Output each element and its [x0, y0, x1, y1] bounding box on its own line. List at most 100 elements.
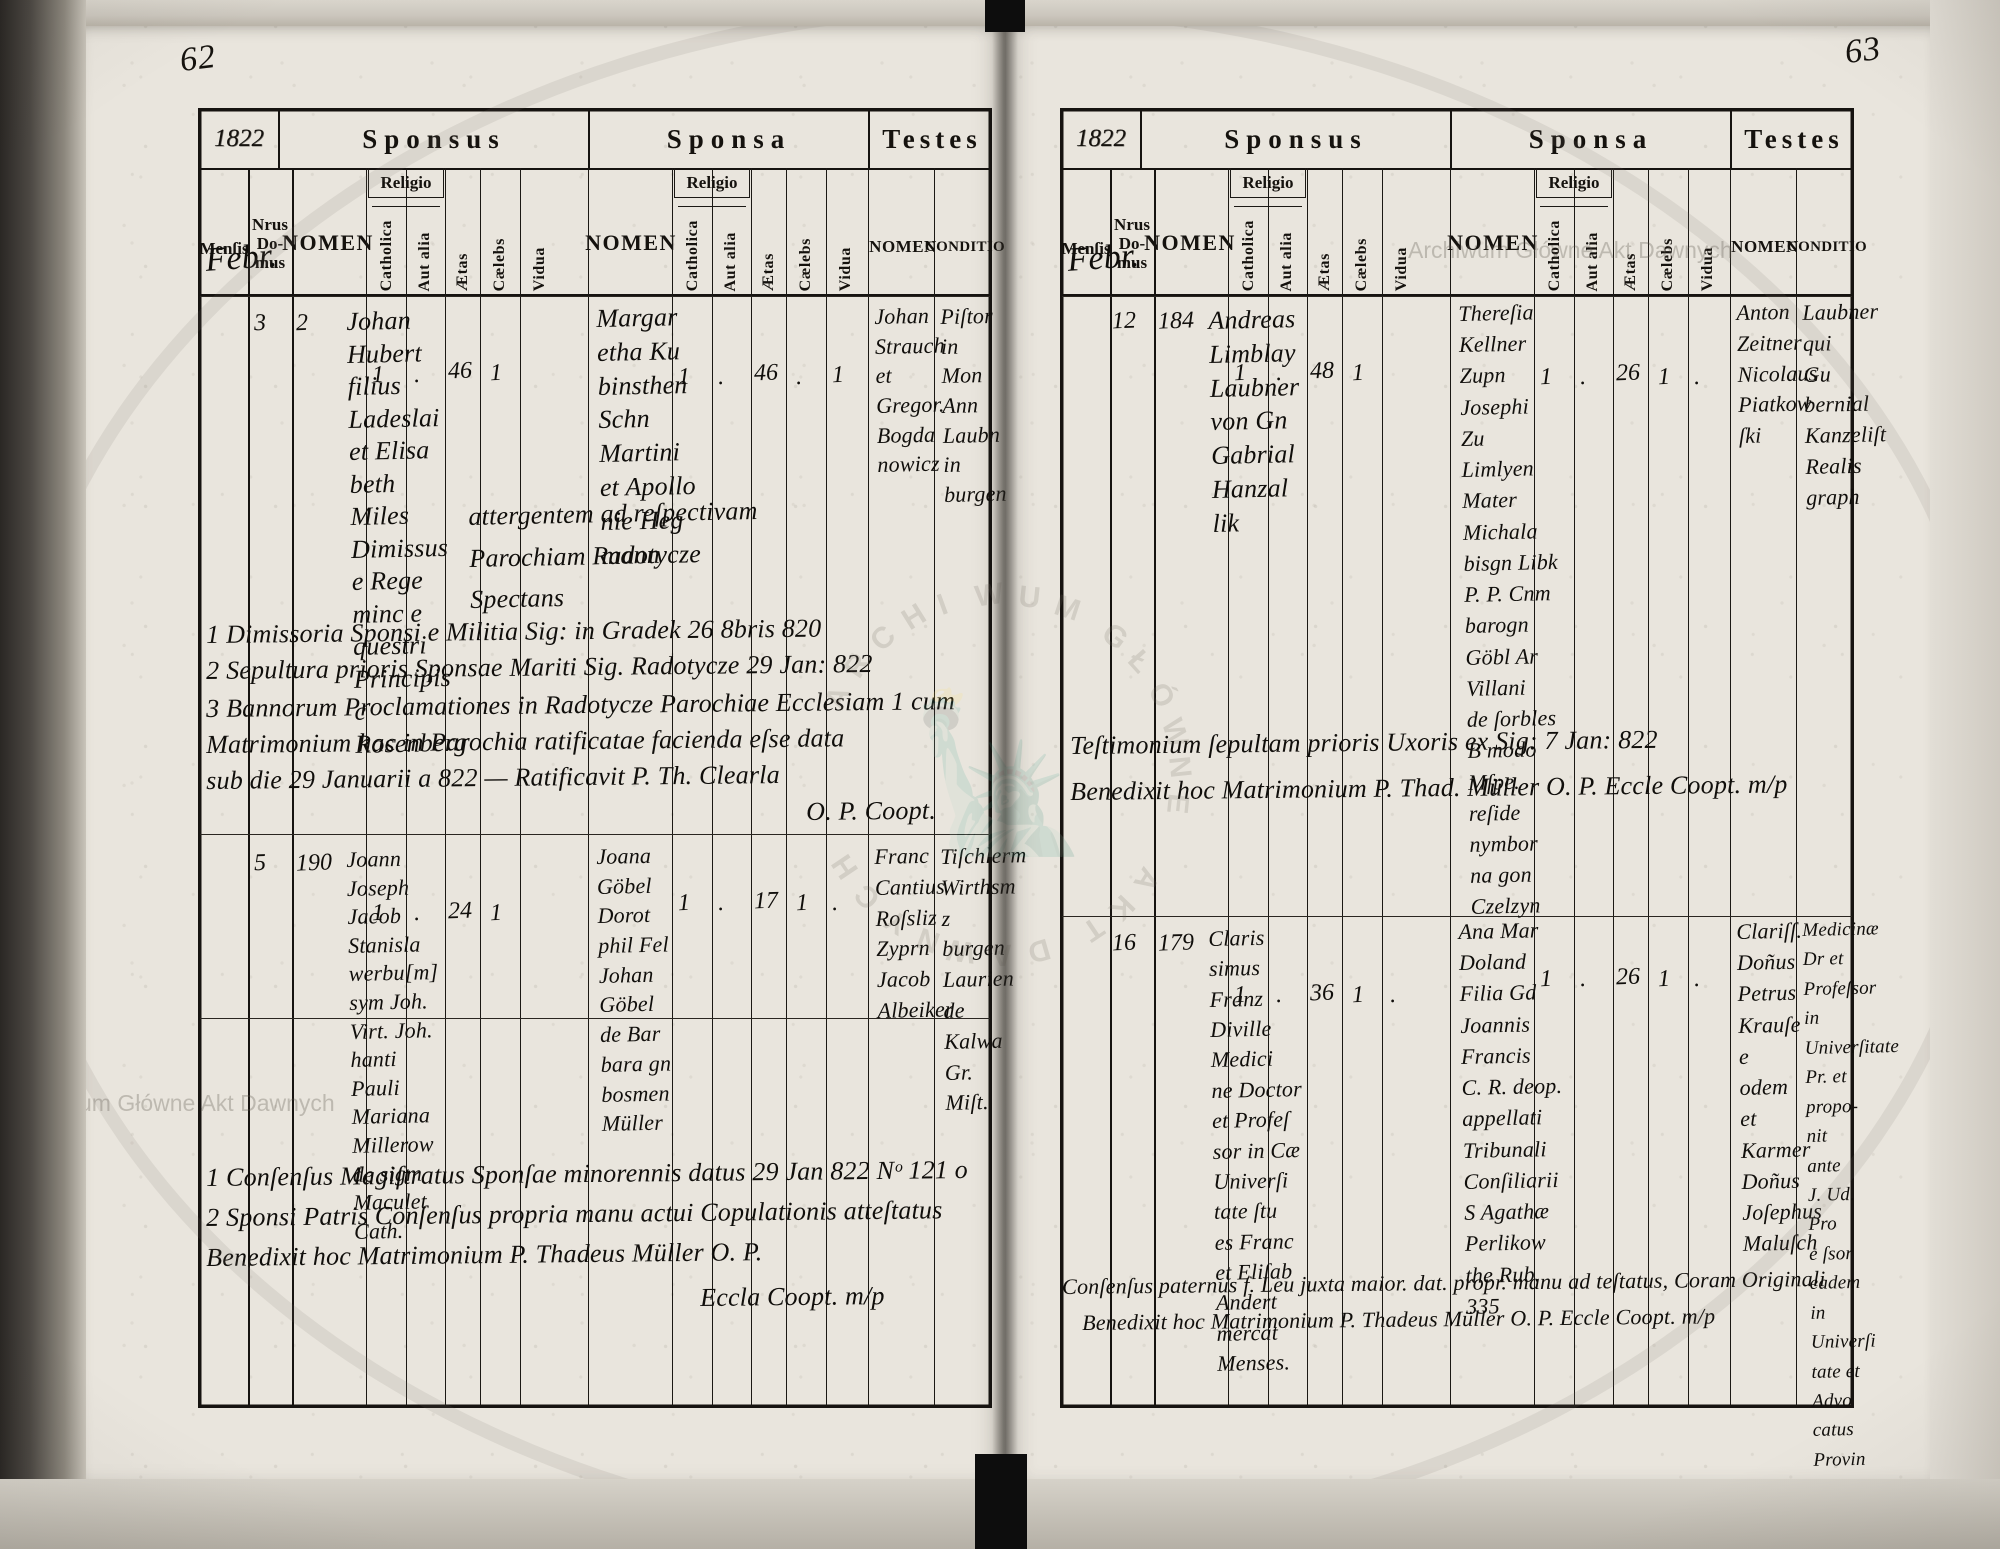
entry-sponsus-catholica-right-2: 1	[1233, 981, 1247, 1009]
col-header-sponsus-nomen-right: NOMEN	[1144, 230, 1236, 256]
col-header-sponsus-aetas-left: Ætas	[454, 253, 471, 291]
group-header-sponsa-right: Sponsa	[1452, 110, 1732, 168]
register-table-right: 1822 Sponsus Sponsa Testes Menſis Nrus D…	[1060, 108, 1899, 1500]
entry-sponsus-catholica-left-1: 1	[371, 361, 385, 389]
entry-testes-nomen-left-2: Franc Cantius Roſsliz Zyprn Jacob Albeik…	[874, 842, 954, 1023]
entry-sponsa-catholica-right-2: 1	[1539, 965, 1553, 993]
entry-sponsa-caelebs-right-1: 1	[1657, 363, 1671, 391]
book-gutter-bottom	[975, 1454, 1027, 1549]
col-header-sponsa-catholica-left: Catholica	[684, 219, 701, 291]
entry-day-right-1: 12	[1111, 307, 1137, 335]
entry-sponsa-autalia-right-2: .	[1579, 965, 1587, 993]
year-cell-right: 1822	[1062, 110, 1142, 168]
entry-sponsus-caelebs-left-2: 1	[489, 899, 503, 927]
col-header-sponsus-catholica-left: Catholica	[378, 219, 395, 291]
entry-sponsa-name-right-1: Thereſia Kellner Zupn Josephi Zu Limlyen…	[1458, 299, 1559, 920]
year-cell-left: 1822	[200, 110, 280, 168]
entry-sponsa-vidua-right-2: .	[1693, 965, 1701, 993]
entry-testes-nomen-left-1: Johan Strauch et Gregor. Bogda nowicz	[874, 302, 946, 478]
year-value-right: 1822	[1076, 125, 1126, 152]
entry-sponsus-aetas-left-2: 24	[447, 897, 473, 925]
footnote-left-6: O. P. Coopt.	[806, 795, 937, 826]
entry-sponsa-catholica-right-1: 1	[1539, 363, 1553, 391]
entry-sponsa-vidua-left-1: 1	[831, 361, 845, 389]
month-label-right: Febr.	[1066, 236, 1141, 279]
group-header-testes-right: Testes	[1744, 123, 1844, 154]
entry-sponsus-autalia-left-1: .	[413, 361, 421, 389]
col-header-sponsa-aetas-left: Ætas	[760, 253, 777, 291]
scan-edge-left	[0, 0, 86, 1549]
footnote-right-1: Teſtimonium ſepultam prioris Uxoris ex S…	[1070, 724, 1658, 760]
column-header-row-right	[1062, 168, 1852, 296]
col-header-sponsus-vidua-left: Vidua	[531, 246, 548, 291]
col-header-testes-nomen-left: NOMEN	[869, 236, 937, 256]
entry-sponsa-autalia-right-1: .	[1579, 363, 1587, 391]
entry-sponsus-catholica-right-1: 1	[1233, 359, 1247, 387]
entry-sponsa-name-right-2: Ana Mar Doland Filia Gd Joannis Francis …	[1458, 917, 1563, 1319]
entry-inline-note-left-1: attergentem ad reſpectivam Parochiam Rad…	[468, 495, 758, 615]
entry-sponsus-autalia-right-1: .	[1275, 359, 1283, 387]
col-header-mensis-right: Menſis	[1061, 238, 1111, 258]
col-header-sponsa-autalia-left: Aut alia	[722, 231, 739, 291]
entry-sponsa-aetas-left-2: 17	[753, 887, 779, 915]
entry-sponsus-aetas-right-2: 36	[1309, 979, 1335, 1007]
col-header-sponsus-caelebs-left: Cælebs	[491, 237, 508, 291]
entry-day-right-2: 16	[1111, 929, 1137, 957]
col-header-sponsa-nomen-right: NOMEN	[1447, 230, 1539, 256]
entry-house-right-2: 179	[1157, 929, 1195, 957]
entry-sponsus-autalia-right-2: .	[1275, 981, 1283, 1009]
col-header-sponsus-autalia-right: Aut alia	[1278, 231, 1295, 291]
entry-sponsa-name-left-2: Joana Göbel Dorot phil Fel Johan Göbel d…	[596, 842, 672, 1137]
entry-house-left-2: 190	[295, 849, 333, 877]
entry-sponsa-catholica-left-1: 1	[677, 363, 691, 391]
footnote2-right-1: Conſenſus paternus f. Leu juxta maior. d…	[1062, 1266, 1826, 1299]
col-header-sponsus-autalia-left: Aut alia	[416, 231, 433, 291]
left-page-leaf	[86, 26, 1006, 1481]
folio-number-right: 63	[1842, 29, 1884, 72]
group-header-row-left	[200, 110, 990, 170]
col-header-sponsa-caelebs-right: Cælebs	[1659, 237, 1676, 291]
entry-day-left-1: 3	[253, 309, 267, 337]
entry-sponsus-vidua-right-2: .	[1389, 981, 1397, 1009]
group-header-sponsus-left: Sponsus	[280, 110, 590, 168]
col-header-sponsus-caelebs-right: Cælebs	[1353, 237, 1370, 291]
footnote-left-5: sub die 29 Januarii a 822 — Ratificavit …	[206, 759, 780, 795]
col-header-nrus-domus-right: Nrus Do- mus	[1114, 214, 1150, 272]
footnote2-left-4: Eccla Coopt. m/p	[700, 1281, 885, 1312]
col-header-sponsa-nomen-left: NOMEN	[585, 230, 677, 256]
book-gutter-top	[985, 0, 1025, 32]
col-header-sponsus-vidua-right: Vidua	[1393, 246, 1410, 291]
entry-testes-nomen-right-1: Anton Zeitner Nicolaus Piatkow ſki	[1736, 298, 1818, 449]
footnote2-left-3: Benedixit hoc Matrimonium P. Thadeus Mül…	[206, 1237, 763, 1272]
entry-sponsa-aetas-right-1: 26	[1615, 359, 1641, 387]
entry-sponsa-vidua-left-2: .	[831, 889, 839, 917]
entry-house-left-1: 2	[295, 309, 309, 337]
entry-testes-nomen-right-2: Clariſſ. Doñus Petrus Krauſe e odem et K…	[1736, 917, 1823, 1257]
entry-sponsa-caelebs-left-1: .	[795, 363, 803, 391]
entry-sponsa-autalia-left-1: .	[717, 363, 725, 391]
entry-sponsa-vidua-right-1: .	[1693, 363, 1701, 391]
col-header-sponsa-caelebs-left: Cælebs	[797, 237, 814, 291]
folio-number-left: 62	[177, 37, 219, 80]
entry-sponsus-caelebs-right-2: 1	[1351, 981, 1365, 1009]
entry-sponsa-aetas-left-1: 46	[753, 359, 779, 387]
footnote2-left-1: 1 Conſenſus Magiſtratus Sponſae minorenn…	[206, 1155, 969, 1192]
entry-sponsus-catholica-left-2: 1	[371, 899, 385, 927]
footnote-right-2: Benedixit hoc Matrimonium P. Thad. Mülle…	[1070, 769, 1788, 806]
year-value-left: 1822	[214, 125, 264, 152]
entry-sponsa-caelebs-right-2: 1	[1657, 965, 1671, 993]
col-header-sponsus-nomen-left: NOMEN	[282, 230, 374, 256]
group-header-sponsa-left: Sponsa	[590, 110, 870, 168]
entry-day-left-2: 5	[253, 849, 267, 877]
entry-sponsus-caelebs-left-1: 1	[489, 359, 503, 387]
col-header-testes-nomen-right: NOMEN	[1731, 236, 1799, 256]
group-header-row-right	[1062, 110, 1852, 170]
entry-sponsa-aetas-right-2: 26	[1615, 963, 1641, 991]
register-table-left: 1822 Sponsus Sponsa Testes Menſis Nrus D…	[198, 108, 1027, 1408]
entry-sponsus-aetas-right-1: 48	[1309, 357, 1335, 385]
col-header-sponsus-aetas-right: Ætas	[1316, 253, 1333, 291]
entry-sponsa-autalia-left-2: .	[717, 889, 725, 917]
col-header-testes-conditio-right: CONDITIO	[1787, 239, 1867, 256]
right-page-leaf	[1006, 26, 1930, 1481]
